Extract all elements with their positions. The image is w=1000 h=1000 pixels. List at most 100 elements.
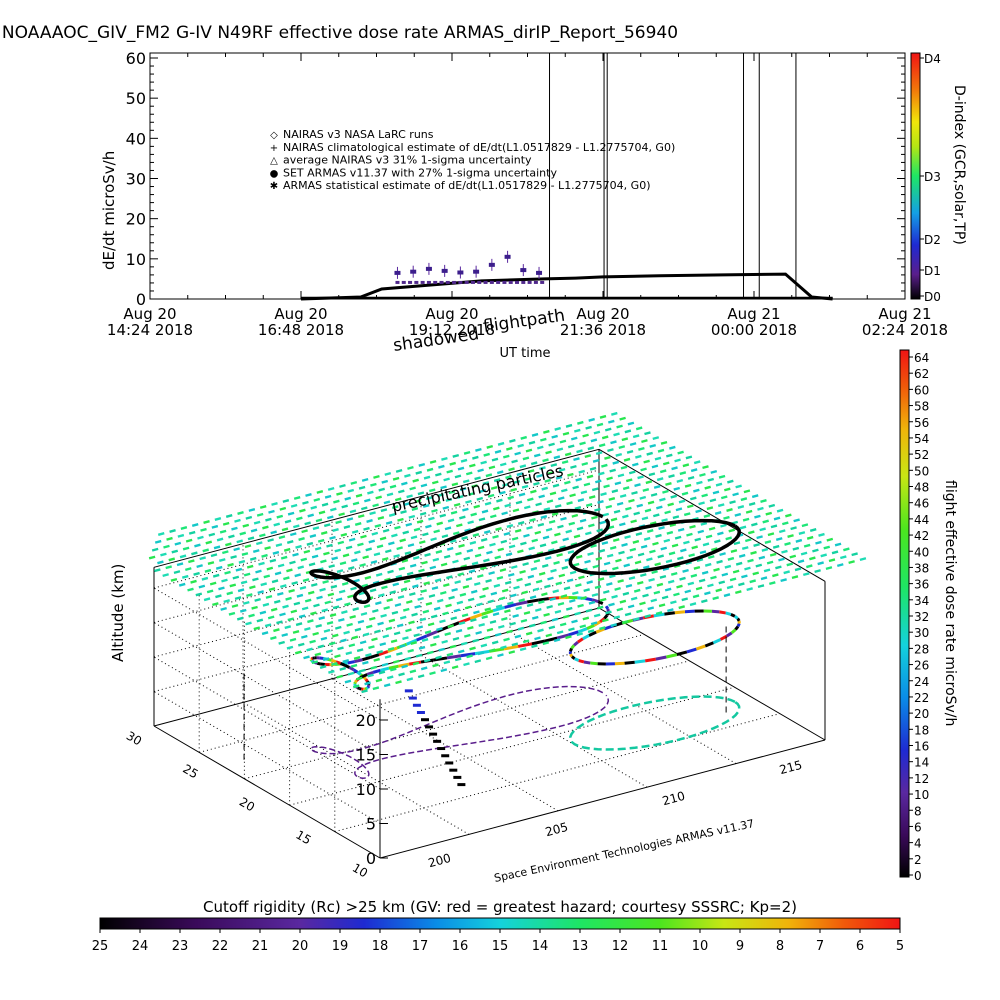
precip-dash bbox=[393, 631, 401, 636]
precip-dash bbox=[690, 468, 698, 473]
precip-dash bbox=[481, 615, 489, 620]
precip-dash bbox=[381, 557, 389, 562]
precip-dash bbox=[386, 598, 393, 603]
precip-dash bbox=[497, 547, 505, 552]
flight-segment bbox=[695, 644, 706, 651]
precip-dash bbox=[468, 492, 475, 496]
precip-dash bbox=[625, 506, 632, 511]
precip-dash bbox=[452, 531, 460, 536]
precip-dash bbox=[404, 551, 412, 555]
precip-dash bbox=[693, 460, 701, 465]
precip-dash bbox=[165, 565, 172, 570]
precip-dash bbox=[410, 535, 418, 540]
precip-dash bbox=[358, 591, 366, 596]
precip-dash bbox=[352, 607, 360, 612]
precip-dash bbox=[185, 538, 193, 543]
precip-dash bbox=[641, 439, 648, 444]
dose-tick-label: 20 bbox=[914, 707, 929, 721]
precip-dash bbox=[443, 554, 451, 559]
armas-point-dense bbox=[458, 280, 463, 284]
precip-dash bbox=[485, 656, 493, 661]
precip-dash bbox=[367, 673, 374, 678]
lat-tick-label: 25 bbox=[180, 762, 200, 782]
precip-dash bbox=[386, 492, 394, 497]
precip-dash bbox=[415, 576, 422, 581]
precip-dash bbox=[723, 487, 731, 492]
precip-dash bbox=[264, 546, 271, 550]
precip-dash bbox=[570, 436, 578, 441]
precip-dash bbox=[429, 671, 436, 676]
precip-dash bbox=[510, 487, 518, 492]
precip-dash bbox=[685, 455, 693, 460]
precip-dash bbox=[409, 669, 417, 674]
flight-segment bbox=[433, 656, 448, 662]
precip-dash bbox=[451, 587, 458, 592]
precip-dash bbox=[318, 510, 326, 515]
y-axis-label: dE/dt microSv/h bbox=[100, 151, 118, 270]
precip-dash bbox=[767, 532, 775, 537]
precip-dash bbox=[276, 591, 284, 596]
precip-dash bbox=[418, 568, 425, 573]
precip-dash bbox=[415, 470, 423, 475]
precip-dash bbox=[301, 529, 308, 534]
precip-dash bbox=[365, 624, 373, 629]
flight-segment bbox=[556, 633, 569, 640]
precip-dash bbox=[734, 512, 742, 517]
precip-dash bbox=[521, 484, 529, 489]
precip-dash bbox=[467, 626, 474, 630]
precip-dash bbox=[351, 558, 358, 563]
grid-line bbox=[153, 691, 381, 824]
x-tick-time: 21:36 2018 bbox=[560, 321, 646, 339]
precip-dash bbox=[662, 567, 670, 572]
precip-dash bbox=[508, 544, 516, 549]
precip-dash bbox=[454, 657, 462, 662]
flight-segment bbox=[380, 666, 390, 672]
precip-dash bbox=[574, 506, 582, 510]
precip-dash bbox=[424, 630, 432, 635]
precip-dash bbox=[628, 576, 636, 581]
precip-dash bbox=[624, 429, 632, 434]
legend-text: ARMAS statistical estimate of dE/dt(L1.0… bbox=[283, 179, 650, 192]
precip-dash bbox=[647, 500, 655, 505]
precip-dash bbox=[753, 543, 760, 547]
precip-dash bbox=[826, 537, 834, 542]
precip-dash bbox=[843, 547, 850, 552]
precip-dash bbox=[594, 507, 601, 512]
grid-line bbox=[153, 622, 381, 755]
precip-dash bbox=[611, 594, 618, 599]
precip-dash bbox=[741, 574, 748, 579]
precip-dash bbox=[488, 648, 496, 653]
precip-dash bbox=[673, 564, 681, 569]
precip-dash bbox=[673, 486, 681, 491]
precip-dash bbox=[543, 612, 550, 617]
precip-dash bbox=[489, 542, 496, 547]
precip-dash bbox=[435, 549, 443, 554]
precip-dash bbox=[546, 604, 553, 609]
precip-dash bbox=[601, 541, 609, 545]
grid-line bbox=[289, 686, 735, 806]
precip-dash bbox=[423, 581, 431, 586]
precip-dash bbox=[303, 549, 311, 554]
precip-dash bbox=[745, 509, 753, 514]
precip-dash bbox=[689, 524, 696, 529]
precip-dash bbox=[357, 514, 365, 519]
precip-dash bbox=[434, 578, 442, 583]
dose-tick-label: 32 bbox=[914, 610, 929, 624]
dose-tick-label: 14 bbox=[914, 756, 929, 770]
precip-dash bbox=[384, 577, 391, 582]
rigidity-tick-label: 14 bbox=[532, 939, 549, 954]
flight-segment bbox=[684, 609, 695, 614]
legend-text: average NAIRAS v3 31% 1-sigma uncertaint… bbox=[283, 154, 532, 167]
precip-dash bbox=[273, 599, 281, 604]
precip-dash bbox=[511, 642, 519, 647]
precip-dash bbox=[422, 532, 429, 537]
precip-dash bbox=[391, 505, 399, 510]
precip-dash bbox=[267, 615, 275, 620]
precip-dash bbox=[428, 488, 436, 493]
precip-dash bbox=[701, 493, 708, 498]
flight-segment bbox=[369, 653, 380, 659]
dose-tick-label: 26 bbox=[914, 659, 929, 673]
precip-dash bbox=[443, 660, 451, 665]
precip-dash bbox=[190, 579, 197, 584]
